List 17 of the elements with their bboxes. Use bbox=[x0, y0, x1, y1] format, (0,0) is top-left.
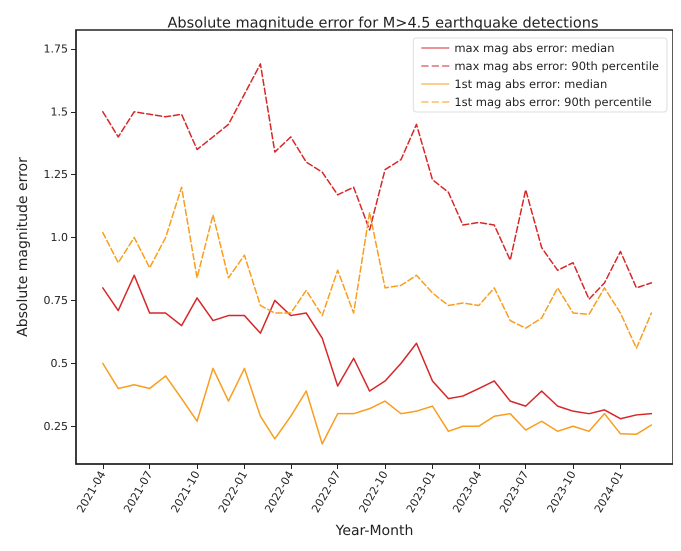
legend-label: max mag abs error: 90th percentile bbox=[454, 59, 660, 73]
y-axis-title: Absolute magnitude error bbox=[15, 156, 31, 337]
y-tick-label: 1.0 bbox=[50, 231, 68, 244]
chart-title: Absolute magnitude error for M>4.5 earthquake detections bbox=[168, 16, 598, 32]
line-series bbox=[102, 362, 652, 445]
line-series bbox=[102, 274, 652, 420]
y-tick-label: 1.25 bbox=[44, 168, 68, 182]
y-tick-label: 1.5 bbox=[50, 105, 68, 118]
x-axis-title: Year-Month bbox=[334, 523, 414, 539]
y-tick-label: 0.25 bbox=[44, 420, 68, 433]
line-series bbox=[102, 186, 652, 350]
y-tick-label: 1.75 bbox=[44, 42, 68, 56]
legend-label: 1st mag abs error: 90th percentile bbox=[454, 95, 652, 109]
y-tick-label: 0.75 bbox=[44, 294, 68, 307]
y-tick-label: 0.5 bbox=[50, 356, 68, 370]
legend-label: max mag abs error: median bbox=[454, 41, 615, 55]
legend-label: 1st mag abs error: median bbox=[454, 77, 608, 91]
